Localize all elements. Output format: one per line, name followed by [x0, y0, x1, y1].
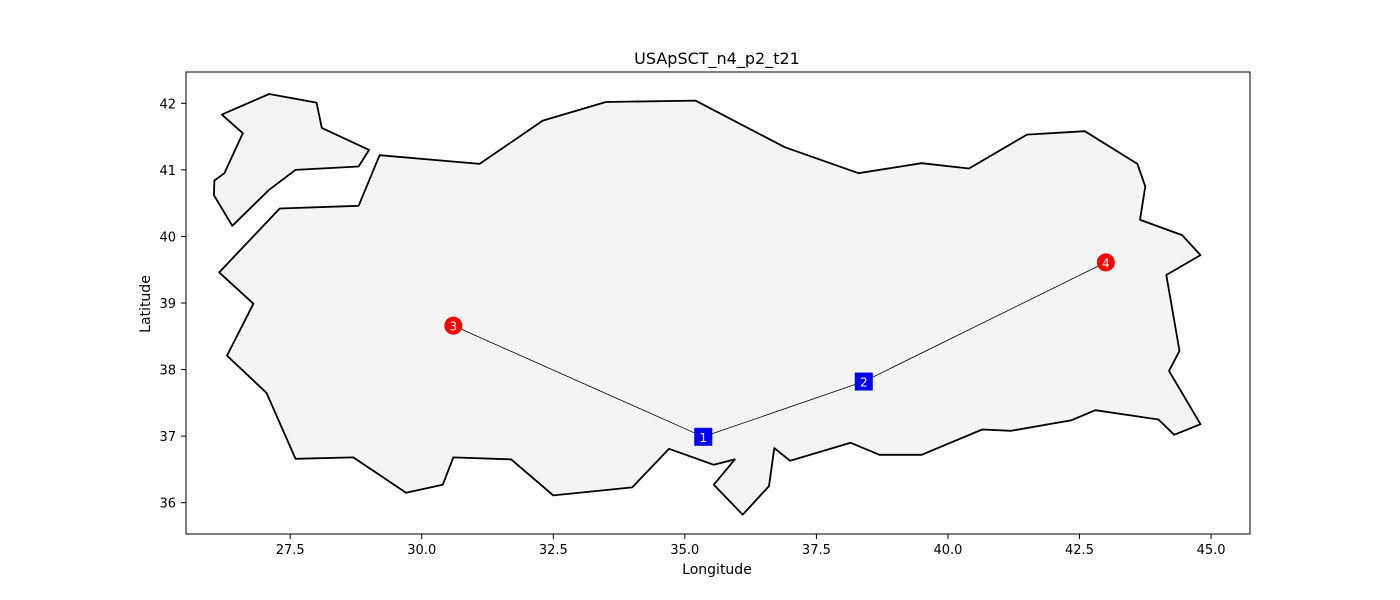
marker-label-3: 3 [449, 320, 457, 334]
route-layer [453, 262, 1106, 438]
y-tick-label-3: 39 [159, 297, 176, 312]
y-tick-label-1: 37 [159, 430, 176, 445]
land-layer [213, 93, 1202, 516]
marker-label-4: 4 [1102, 256, 1110, 270]
land-outline-1 [213, 93, 370, 227]
x-tick-label-2: 32.5 [539, 543, 568, 558]
y-tick-label-6: 42 [159, 97, 176, 112]
circle-marker-3 [444, 316, 463, 335]
x-tick-label-1: 30.0 [407, 543, 436, 558]
marker-label-2: 2 [860, 376, 868, 390]
y-tick-label-0: 36 [159, 497, 176, 512]
route-line-1-2 [703, 381, 864, 438]
x-tick-label-5: 40.0 [933, 543, 962, 558]
y-tick-label-2: 38 [159, 364, 176, 379]
route-line-2-4 [863, 262, 1106, 382]
y-tick-label-4: 40 [159, 230, 176, 245]
y-tick-label-5: 41 [159, 164, 176, 179]
chart-title: USApSCT_n4_p2_t21 [634, 49, 800, 69]
x-axis: 27.5 30.0 32.5 35.0 37.5 40.0 42.5 45.0 [276, 534, 1226, 558]
square-marker-2 [854, 372, 873, 391]
x-tick-label-7: 45.0 [1197, 543, 1226, 558]
route-line-3-1 [453, 325, 704, 438]
x-tick-label-3: 35.0 [670, 543, 699, 558]
marker-label-1: 1 [699, 431, 707, 445]
x-tick-label-0: 27.5 [276, 543, 305, 558]
square-marker-1 [694, 427, 713, 446]
point-layer: 1 2 3 4 [444, 253, 1115, 446]
x-axis-label: Longitude [682, 562, 752, 578]
y-axis: 36 37 38 39 40 41 42 [159, 97, 186, 512]
circle-marker-4 [1096, 253, 1115, 272]
y-axis-label: Latitude [138, 275, 154, 333]
land-outline-2 [218, 99, 1202, 516]
x-tick-label-4: 37.5 [802, 543, 831, 558]
x-tick-label-6: 42.5 [1065, 543, 1094, 558]
